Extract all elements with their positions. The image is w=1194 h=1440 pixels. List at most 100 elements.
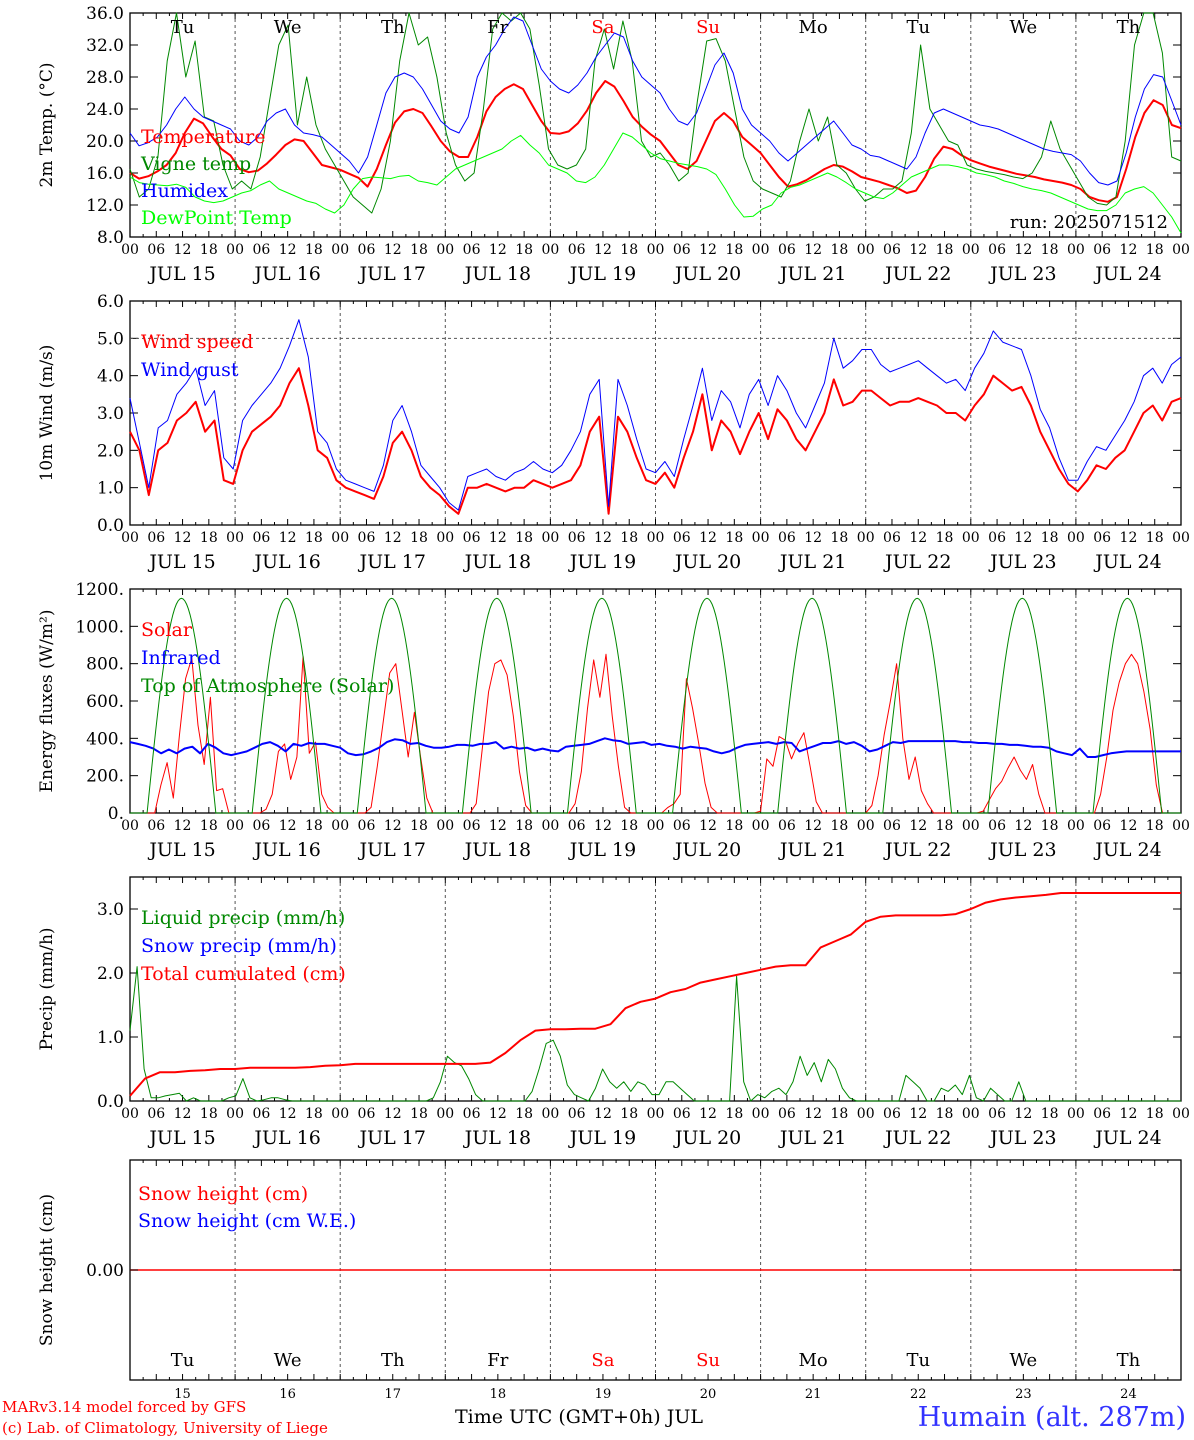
- hour-tick-label: 18: [305, 1106, 323, 1122]
- weekday-label: Fr: [487, 17, 508, 38]
- hour-tick-label: 06: [568, 530, 586, 546]
- day-label: JUL 16: [252, 263, 320, 285]
- panel-frame: [129, 12, 1182, 238]
- legend-entry: Liquid precip (mm/h): [141, 907, 345, 929]
- hour-tick-label: 06: [883, 530, 901, 546]
- day-number-label: 20: [700, 1387, 717, 1402]
- hour-tick-label: 00: [752, 1106, 770, 1122]
- hour-tick-label: 00: [1067, 1106, 1085, 1122]
- hour-tick-label: 00: [752, 818, 770, 834]
- y-tick-label: 200.: [86, 767, 124, 787]
- hour-tick-label: 00: [1172, 530, 1190, 546]
- hour-tick-label: 00: [857, 530, 875, 546]
- y-tick-label: 32.0: [86, 36, 124, 56]
- hour-tick-label: 12: [384, 1106, 402, 1122]
- hour-tick-label: 00: [436, 242, 454, 258]
- hour-tick-label: 12: [909, 242, 927, 258]
- hour-tick-label: 00: [857, 1106, 875, 1122]
- credit-line-2: (c) Lab. of Climatology, University of L…: [2, 1419, 328, 1437]
- legend-entry: Humidex: [141, 180, 228, 202]
- weekday-label: We: [1010, 1350, 1038, 1371]
- weekday-label: Tu: [906, 17, 930, 38]
- y-tick-label: 36.0: [86, 4, 124, 24]
- y-axis-label: 2m Temp. (°C): [37, 62, 57, 187]
- hour-tick-label: 12: [384, 242, 402, 258]
- day-label: JUL 23: [988, 839, 1056, 861]
- hour-tick-label: 00: [962, 242, 980, 258]
- hour-tick-label: 18: [620, 1106, 638, 1122]
- day-number-label: 15: [174, 1387, 191, 1402]
- day-number-label: 17: [384, 1387, 401, 1402]
- day-number-label: 22: [910, 1387, 927, 1402]
- y-tick-label: 400.: [86, 729, 124, 749]
- y-axis-label: Energy fluxes (W/m²): [37, 610, 57, 793]
- hour-tick-label: 18: [305, 818, 323, 834]
- weekday-label: Sa: [591, 1350, 614, 1371]
- weekday-label: Su: [696, 17, 720, 38]
- weekday-label: Su: [696, 1350, 720, 1371]
- hour-tick-label: 00: [1172, 818, 1190, 834]
- hour-tick-label: 06: [988, 530, 1006, 546]
- legend-entry: DewPoint Temp: [141, 207, 292, 229]
- day-label: JUL 15: [147, 551, 215, 573]
- hour-tick-label: 18: [620, 242, 638, 258]
- hour-tick-label: 12: [804, 818, 822, 834]
- hour-tick-label: 18: [936, 530, 954, 546]
- hour-tick-label: 00: [541, 1106, 559, 1122]
- hour-tick-label: 06: [568, 1106, 586, 1122]
- weekday-label: Th: [381, 17, 405, 38]
- hour-tick-label: 06: [778, 818, 796, 834]
- day-label: JUL 23: [988, 551, 1056, 573]
- day-label: JUL 20: [673, 1127, 741, 1149]
- y-tick-label: 2.0: [97, 964, 124, 984]
- hour-tick-label: 00: [1172, 1106, 1190, 1122]
- hour-tick-label: 00: [1067, 818, 1085, 834]
- day-label: JUL 17: [358, 551, 426, 573]
- hour-tick-label: 18: [831, 242, 849, 258]
- hour-tick-label: 12: [489, 818, 507, 834]
- day-label: JUL 21: [778, 551, 846, 573]
- day-label: JUL 17: [358, 839, 426, 861]
- y-tick-label: 600.: [86, 692, 124, 712]
- hour-tick-label: 06: [883, 818, 901, 834]
- y-tick-label: 3.0: [97, 404, 124, 424]
- hour-tick-label: 12: [1014, 1106, 1032, 1122]
- legend-entry: Vigne temp: [140, 153, 251, 175]
- series-line: [129, 319, 1182, 511]
- weekday-label: Sa: [591, 17, 614, 38]
- hour-tick-label: 06: [358, 1106, 376, 1122]
- hour-tick-label: 12: [909, 530, 927, 546]
- day-label: JUL 24: [1093, 551, 1161, 573]
- legend-entry: Total cumulated (cm): [141, 963, 346, 985]
- weekday-label: Mo: [799, 1350, 828, 1371]
- hour-tick-label: 06: [673, 818, 691, 834]
- y-tick-label: 0.00: [86, 1261, 124, 1281]
- hour-tick-label: 12: [384, 818, 402, 834]
- hour-tick-label: 12: [699, 530, 717, 546]
- hour-tick-label: 12: [174, 530, 192, 546]
- hour-tick-label: 12: [279, 242, 297, 258]
- hour-tick-label: 18: [200, 530, 218, 546]
- hour-tick-label: 06: [252, 242, 270, 258]
- hour-tick-label: 06: [463, 242, 481, 258]
- hour-tick-label: 18: [200, 1106, 218, 1122]
- hour-tick-label: 12: [909, 1106, 927, 1122]
- hour-tick-label: 12: [174, 818, 192, 834]
- hour-tick-label: 06: [147, 818, 165, 834]
- hour-tick-label: 18: [1041, 242, 1059, 258]
- hour-tick-label: 00: [226, 1106, 244, 1122]
- series-line: [129, 892, 1181, 1097]
- hour-tick-label: 18: [1041, 530, 1059, 546]
- hour-tick-label: 06: [463, 818, 481, 834]
- weekday-label: Tu: [171, 17, 195, 38]
- hour-tick-label: 06: [463, 530, 481, 546]
- hour-tick-label: 00: [1172, 242, 1190, 258]
- series-line: [129, 966, 1181, 1102]
- hour-tick-label: 00: [752, 530, 770, 546]
- hour-tick-label: 12: [804, 242, 822, 258]
- day-label: JUL 22: [883, 551, 951, 573]
- hour-tick-label: 00: [1067, 242, 1085, 258]
- hour-tick-label: 12: [489, 242, 507, 258]
- hour-tick-label: 00: [121, 818, 139, 834]
- hour-tick-label: 00: [436, 1106, 454, 1122]
